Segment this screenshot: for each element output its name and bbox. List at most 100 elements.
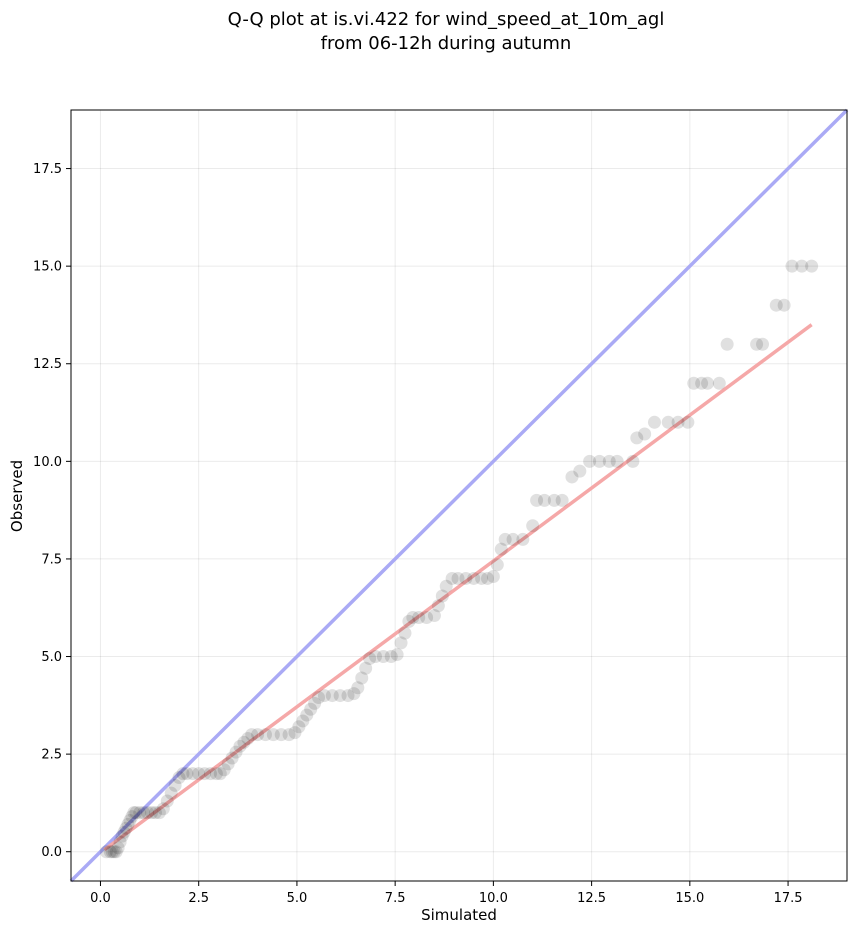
data-point [225,751,239,765]
data-point [355,671,369,685]
data-point [369,650,383,664]
data-point [427,609,441,623]
data-point [123,813,137,827]
y-axis-label: Observed [8,460,26,532]
data-point [687,376,701,390]
data-point [431,599,445,613]
data-point [347,687,361,701]
data-point [176,767,190,781]
x-tick-label: 2.5 [188,891,209,906]
data-point [251,728,265,742]
data-point [777,298,791,312]
data-point [435,589,449,603]
data-point [526,519,540,533]
data-point [333,689,347,703]
data-point [125,810,139,824]
data-point [341,689,355,703]
data-point [494,542,508,556]
data-point [720,337,734,351]
y-tick-label: 10.0 [33,455,62,470]
y-tick-label: 5.0 [41,650,62,665]
data-point [490,558,504,572]
y-tick-label: 2.5 [41,748,62,763]
data-point [141,806,155,820]
x-axis-label: Simulated [421,906,497,924]
data-point [701,376,715,390]
data-point [129,806,143,820]
data-point [602,454,616,468]
data-point [180,767,194,781]
data-point [750,337,764,351]
data-point [555,493,569,507]
data-point [363,651,377,665]
data-point [402,614,416,628]
data-point [288,726,302,740]
data-point [695,376,709,390]
data-point [133,806,147,820]
data-point [376,650,390,664]
data-point [398,626,412,640]
data-point [638,427,652,441]
data-point [480,571,494,585]
data-point [266,728,280,742]
data-point [459,571,473,585]
data-point [626,454,640,468]
data-point [105,845,119,859]
data-point [203,767,217,781]
x-tick-label: 7.5 [385,891,406,906]
data-point [172,771,186,785]
data-point [805,259,819,273]
data-point [308,696,322,710]
x-tick-label: 17.5 [774,891,803,906]
data-point [145,806,159,820]
data-point [661,415,675,429]
data-point [274,728,288,742]
data-point [282,728,296,742]
data-point [406,610,420,624]
data-point [245,728,259,742]
data-point [107,845,121,859]
plot-frame [70,109,848,882]
data-point [439,579,453,593]
data-point [217,763,231,777]
data-point [445,571,459,585]
data-point [296,714,310,728]
data-point [537,493,551,507]
data-point [103,845,117,859]
data-point [516,532,530,546]
data-point [109,845,123,859]
data-point [351,681,365,695]
data-point [384,650,398,664]
reference-lines [69,108,849,883]
data-point [111,841,125,855]
data-point [785,259,799,273]
y-axis-ticks: 0.0 2.5 5.0 7.5 10.0 12.5 15.0 17.5 [33,162,71,860]
data-point [99,845,113,859]
data-point [241,732,255,746]
data-point [583,454,597,468]
data-point [498,532,512,546]
data-point [209,767,223,781]
data-point [325,689,339,703]
data-point [420,610,434,624]
x-tick-label: 0.0 [90,891,111,906]
data-point [113,835,127,849]
data-point [547,493,561,507]
data-point [795,259,809,273]
data-point [756,337,770,351]
data-point [610,454,624,468]
data-point [137,806,151,820]
data-point [221,757,235,771]
data-point [148,806,162,820]
data-point [394,636,408,650]
fit-line [103,323,813,852]
y-tick-label: 15.0 [33,260,62,275]
data-point [300,708,314,722]
data-point [292,720,306,734]
x-axis-ticks: 0.0 2.5 5.0 7.5 10.0 12.5 15.0 17.5 [90,881,803,906]
data-point [164,786,178,800]
data-point [769,298,783,312]
data-point [486,570,500,584]
data-point [390,648,404,662]
x-tick-label: 5.0 [287,891,308,906]
